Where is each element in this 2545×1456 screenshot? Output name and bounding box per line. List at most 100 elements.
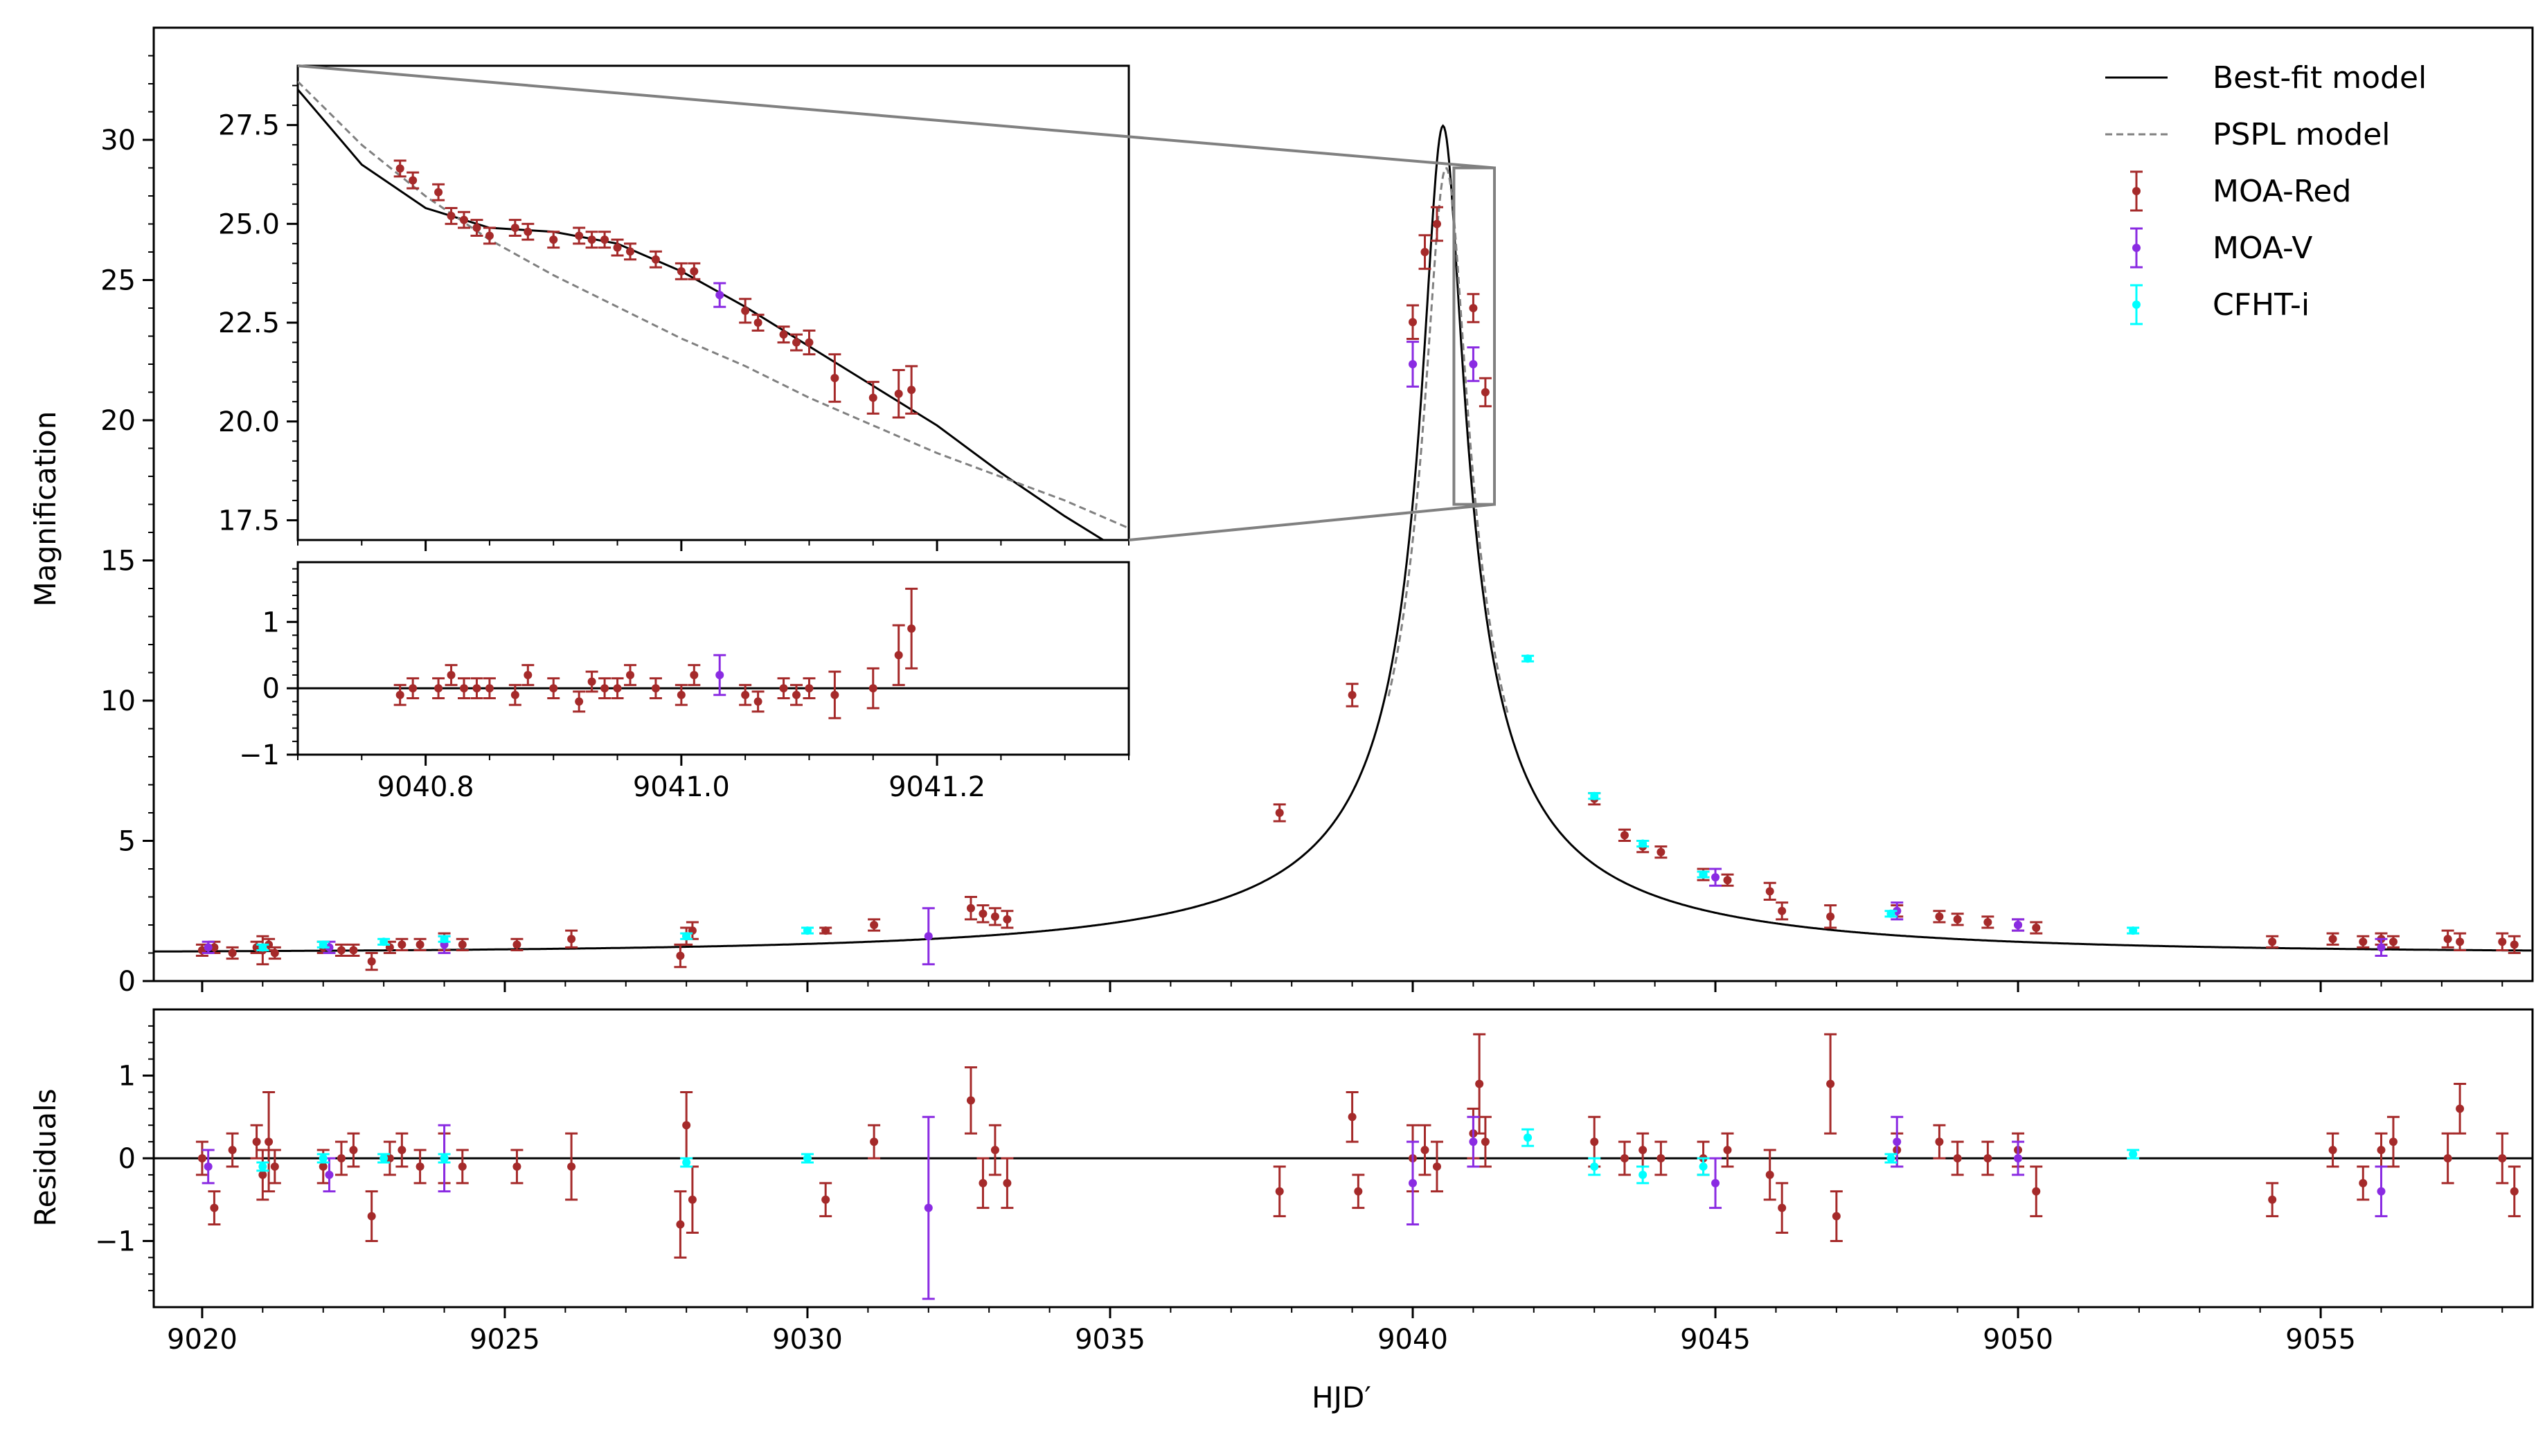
data-point xyxy=(265,1138,274,1147)
data-point xyxy=(367,1212,376,1221)
data-point xyxy=(741,306,750,315)
data-point xyxy=(1983,1154,1992,1162)
data-point xyxy=(197,1154,206,1162)
data-point xyxy=(907,386,916,395)
data-point xyxy=(416,1162,425,1171)
data-point xyxy=(587,677,596,686)
data-point xyxy=(524,227,533,236)
data-point xyxy=(1469,360,1478,368)
y-tick-label: 10 xyxy=(100,685,136,717)
data-point xyxy=(2014,921,2023,929)
x-tick-label: 9035 xyxy=(1075,1324,1145,1356)
data-point xyxy=(458,940,467,949)
data-point xyxy=(1657,1154,1666,1162)
connector-top xyxy=(297,64,1495,170)
data-point xyxy=(1638,839,1647,848)
data-point xyxy=(779,330,788,339)
data-point xyxy=(460,684,468,693)
data-point xyxy=(792,690,801,699)
data-point xyxy=(2359,1178,2368,1187)
data-point xyxy=(821,926,830,935)
data-point xyxy=(741,690,750,699)
zoom-region-box xyxy=(1452,166,1497,506)
data-point xyxy=(258,1162,267,1171)
data-point xyxy=(1354,1187,1363,1196)
data-point xyxy=(549,684,558,693)
data-point xyxy=(2268,1195,2277,1204)
data-point xyxy=(2498,937,2507,946)
data-point xyxy=(682,932,691,941)
data-point xyxy=(1638,1170,1647,1179)
y-tick-label: 0 xyxy=(262,673,280,705)
data-point xyxy=(626,670,634,679)
inset-residuals-frame xyxy=(296,561,1130,756)
data-point xyxy=(924,1203,933,1212)
data-point xyxy=(1620,831,1629,840)
zoom-connectors xyxy=(297,64,1495,541)
inset-residuals-data xyxy=(298,587,1129,719)
y-tick-label: 15 xyxy=(100,546,136,577)
data-point xyxy=(210,943,219,952)
data-point xyxy=(2014,1154,2023,1162)
data-point xyxy=(830,373,839,382)
legend-label: PSPL model xyxy=(2213,117,2391,152)
data-point xyxy=(1778,1203,1787,1212)
data-point xyxy=(1003,915,1012,924)
data-point xyxy=(1275,809,1284,817)
data-point xyxy=(1348,1113,1357,1122)
pspl-model-curve xyxy=(1387,167,1510,717)
data-point xyxy=(510,224,519,233)
data-point xyxy=(715,291,724,300)
legend-swatch-point xyxy=(2132,244,2141,252)
data-point xyxy=(1886,909,1895,918)
data-point xyxy=(2377,1187,2386,1196)
data-point xyxy=(715,670,724,679)
data-point xyxy=(966,1096,975,1105)
data-point xyxy=(385,1154,394,1162)
data-point xyxy=(682,1158,691,1167)
data-point xyxy=(870,1138,879,1147)
data-point xyxy=(1953,915,1962,924)
data-point xyxy=(2388,1138,2397,1147)
data-point xyxy=(894,651,903,660)
data-point xyxy=(398,1146,407,1155)
data-point xyxy=(805,338,814,347)
data-point xyxy=(868,393,877,402)
legend-swatch-point xyxy=(2132,300,2141,309)
y-tick-label: −1 xyxy=(95,1225,136,1257)
data-point xyxy=(1765,887,1774,896)
data-point xyxy=(270,949,279,958)
x-tick-label: 9020 xyxy=(167,1324,238,1356)
data-point xyxy=(753,697,762,706)
y-tick-label: 25 xyxy=(100,265,136,297)
data-point xyxy=(416,940,425,949)
data-point xyxy=(1590,791,1599,800)
data-point xyxy=(1590,1138,1599,1147)
data-point xyxy=(613,684,622,693)
data-point xyxy=(870,921,879,929)
data-point xyxy=(868,684,877,693)
data-point xyxy=(753,318,762,327)
data-point xyxy=(1638,1146,1647,1155)
data-point xyxy=(1003,1178,1012,1187)
data-point xyxy=(830,690,839,699)
data-point xyxy=(690,267,699,276)
data-point xyxy=(1953,1154,1962,1162)
residuals-data xyxy=(154,1033,2533,1300)
x-tick-label: 9030 xyxy=(772,1324,843,1356)
data-point xyxy=(907,624,916,633)
data-point xyxy=(805,684,814,693)
data-point xyxy=(2498,1154,2507,1162)
data-point xyxy=(575,697,584,706)
data-point xyxy=(1935,912,1944,921)
data-point xyxy=(349,946,358,955)
data-point xyxy=(990,912,999,921)
data-point xyxy=(379,1154,389,1162)
y-tick-label: 0 xyxy=(118,1143,136,1175)
inset-best-fit-curve xyxy=(298,89,1105,540)
y-tick-label: 1 xyxy=(262,606,280,638)
y-tick-label: 30 xyxy=(100,125,136,156)
data-point xyxy=(1475,1079,1484,1088)
legend-label: Best-fit model xyxy=(2213,60,2427,96)
data-point xyxy=(549,235,558,244)
